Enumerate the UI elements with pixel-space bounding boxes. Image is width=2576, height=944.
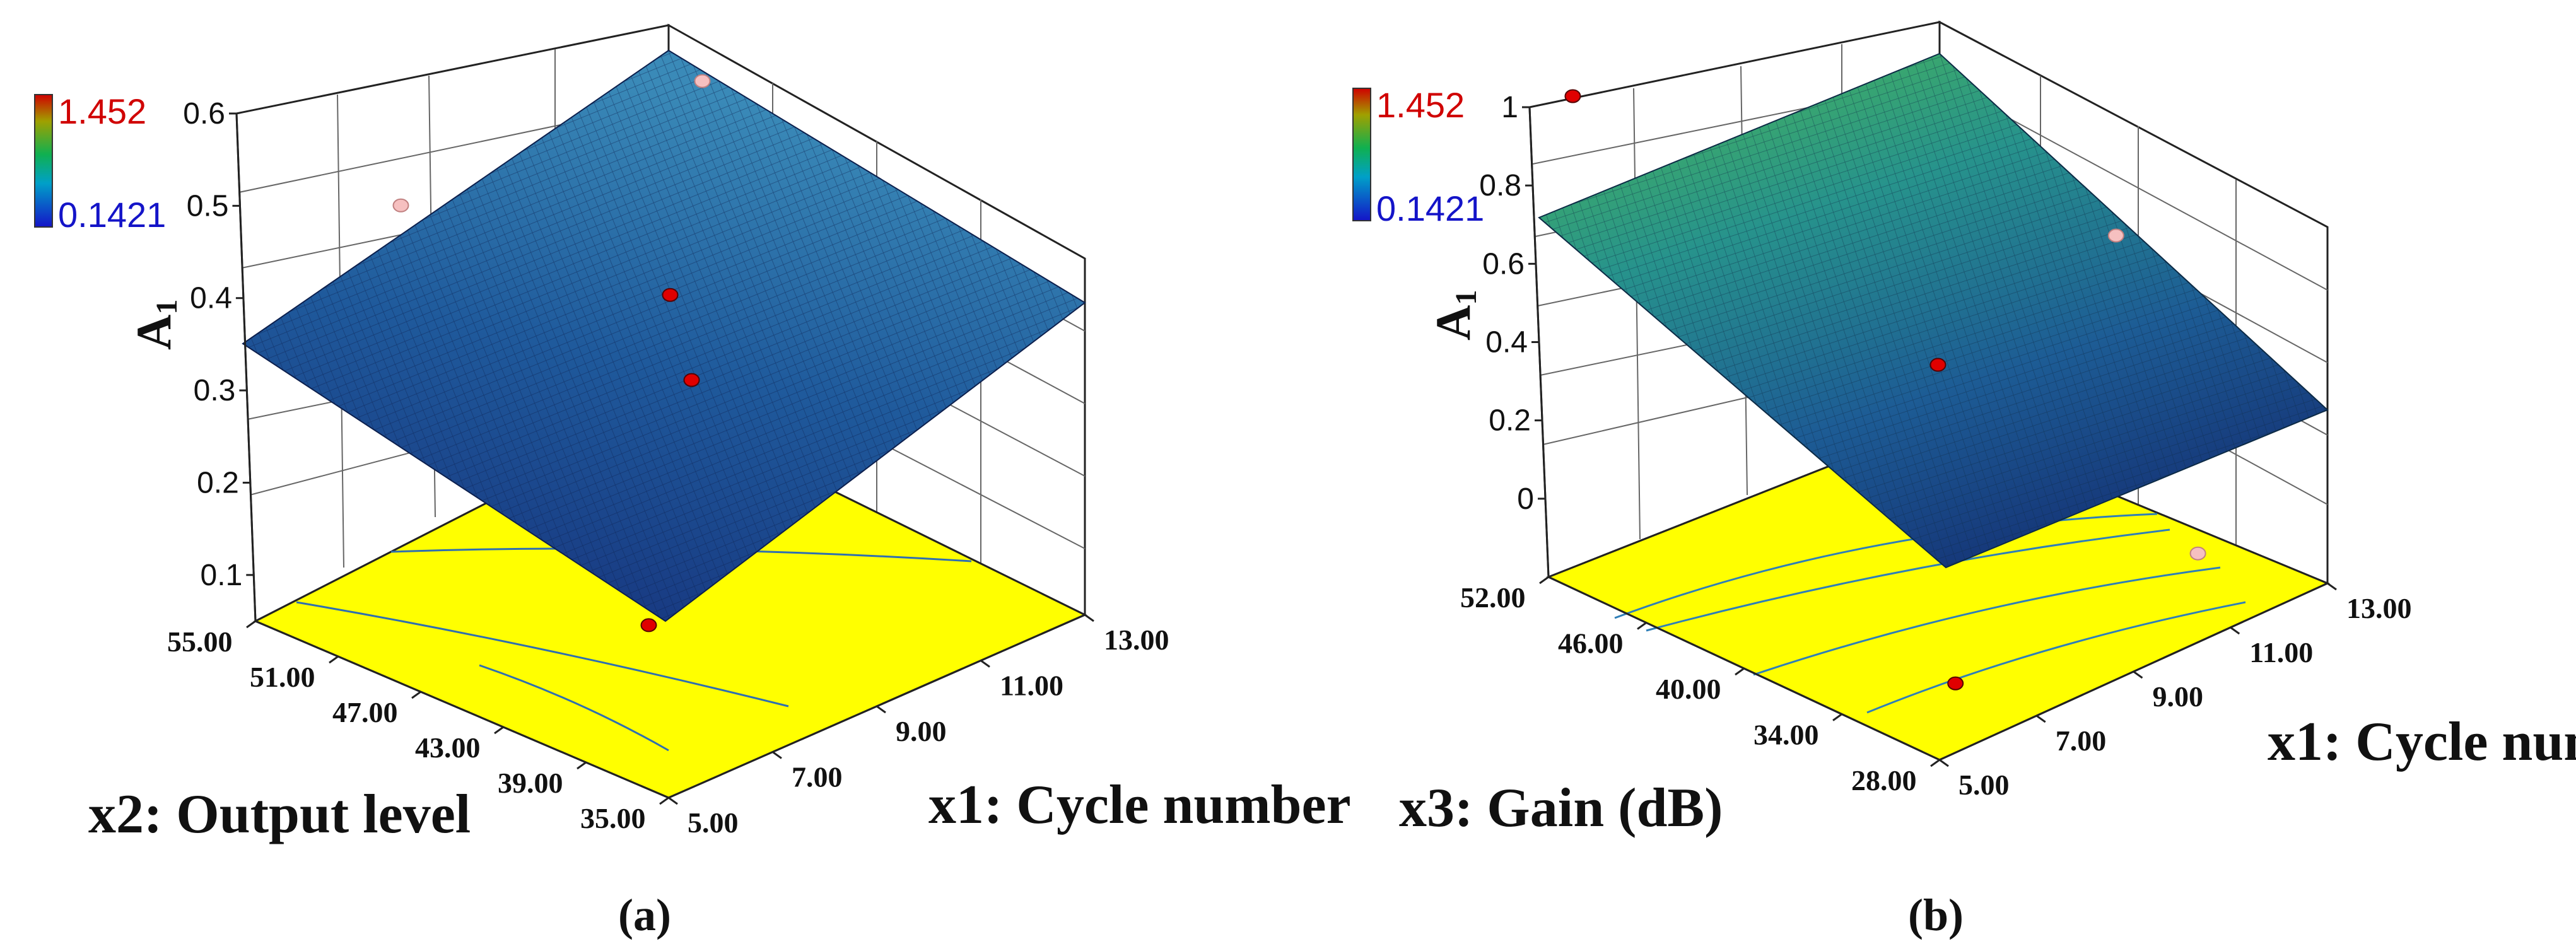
x3-axis-label-b: x3: Gain (dB) [1399,778,1723,839]
tick-labels-a: 5.00 7.00 9.00 11.00 13.00 35.00 39.00 43.00 47.… [167,97,1169,839]
z-tick-label: 0.8 [1479,169,1521,202]
x1-tick-mark [980,660,990,668]
x1-tick-mark [1939,759,1949,767]
design-point [1929,358,1947,372]
x2-tick-label: 47.00 [332,696,398,728]
x3-tick-mark [1637,622,1647,630]
x1-tick-label: 13.00 [1104,624,1169,656]
legend-min-a: 0.1421 [58,195,166,235]
x2-axis-label-a: x2: Output level [88,784,471,845]
x3-tick-label: 34.00 [1753,719,1819,751]
x2-tick-label: 51.00 [250,661,315,693]
x1-tick-label: 7.00 [2056,725,2107,757]
design-point [662,288,679,302]
response-surface-a [242,49,1086,622]
x1-tick-label: 7.00 [792,761,843,793]
x1-tick-mark [2327,582,2337,591]
x1-tick-label: 11.00 [1000,670,1063,702]
design-point [1564,89,1581,103]
color-legend-a: 1.452 0.1421 [34,91,166,235]
z-tick-label: 0.2 [197,466,239,499]
x1-tick-mark [876,705,886,714]
x3-tick-mark [1539,576,1549,585]
design-point [1947,676,1964,691]
x1-tick-mark [2133,670,2143,679]
legend-max-b: 1.452 [1376,85,1465,125]
x2-tick-label: 43.00 [415,731,481,764]
z-axis-a [235,113,257,622]
x2-tick-mark [659,796,669,805]
x2-tick-mark [246,620,256,629]
x3-tick-mark [1832,713,1842,721]
design-point [2107,228,2124,243]
z-tick-label: 0.1 [201,559,243,592]
z-tick-label: 1 [1501,91,1518,124]
x1-tick-label: 5.00 [1958,769,2010,801]
z-tick-label: 0.4 [1485,326,1528,359]
z-tick-label: 0.3 [194,374,236,407]
x1-tick-mark [668,796,678,805]
x1-tick-mark [2230,626,2240,635]
x2-tick-mark [494,726,504,735]
x1-tick-label: 9.00 [896,715,947,747]
legend-max-a: 1.452 [58,91,146,131]
x1-tick-label: 13.00 [2346,592,2412,624]
x2-tick-label: 55.00 [167,626,233,658]
x1-tick-mark [772,751,782,759]
tick-labels-b: 5.00 7.00 9.00 11.00 13.00 28.00 34.00 40.00 46.… [1460,91,2412,801]
design-point [392,198,409,213]
panel-a: 5.00 7.00 9.00 11.00 13.00 35.00 39.00 43.00 47.… [34,23,1351,940]
x3-tick-label: 28.00 [1851,764,1917,796]
design-point [640,618,657,632]
x2-tick-label: 35.00 [580,802,646,834]
design-point [683,373,700,387]
x3-tick-label: 46.00 [1558,627,1624,660]
x2-tick-mark [411,691,421,699]
z-axis-label-a: A1 [126,300,184,350]
legend-bar-b [1352,88,1371,221]
z-tick-label: 0.6 [1482,247,1525,281]
z-tick-label: 0 [1517,482,1534,516]
z-tick-label: 0.2 [1489,404,1531,438]
floor-contours-b [1614,513,2246,714]
design-point [694,74,711,88]
legend-bar-a [34,94,53,228]
x1-axis-label-b: x1: Cycle number [2268,711,2576,772]
response-surface-b [1538,52,2329,569]
x2-tick-label: 39.00 [498,767,563,799]
x1-tick-label: 5.00 [688,807,739,839]
x1-axis-label-a: x1: Cycle number [928,774,1351,836]
x1-tick-mark [2035,714,2046,723]
panel-b: 5.00 7.00 9.00 11.00 13.00 28.00 34.00 40.00 46.… [1352,20,2576,940]
z-axis-label-b: A1 [1426,290,1483,341]
panel-label-b: (b) [1908,890,1964,940]
design-point [2189,546,2206,561]
x1-tick-label: 9.00 [2153,680,2204,713]
x2-tick-mark [577,761,587,770]
design-points-a [392,74,711,632]
legend-min-b: 0.1421 [1376,189,1484,228]
x2-tick-mark [329,655,339,664]
x1-tick-label: 11.00 [2249,636,2313,668]
x3-tick-label: 52.00 [1460,581,1526,614]
panel-label-a: (a) [618,890,671,940]
x3-tick-label: 40.00 [1656,673,1721,705]
x1-tick-mark [1084,614,1094,622]
x3-tick-mark [1735,667,1745,676]
z-tick-label: 0.5 [187,189,229,223]
z-tick-label: 0.4 [190,282,232,315]
z-tick-label: 0.6 [183,97,225,131]
design-points-b [1564,89,2206,691]
color-legend-b: 1.452 0.1421 [1352,85,1484,228]
x3-tick-mark [1930,759,1940,767]
